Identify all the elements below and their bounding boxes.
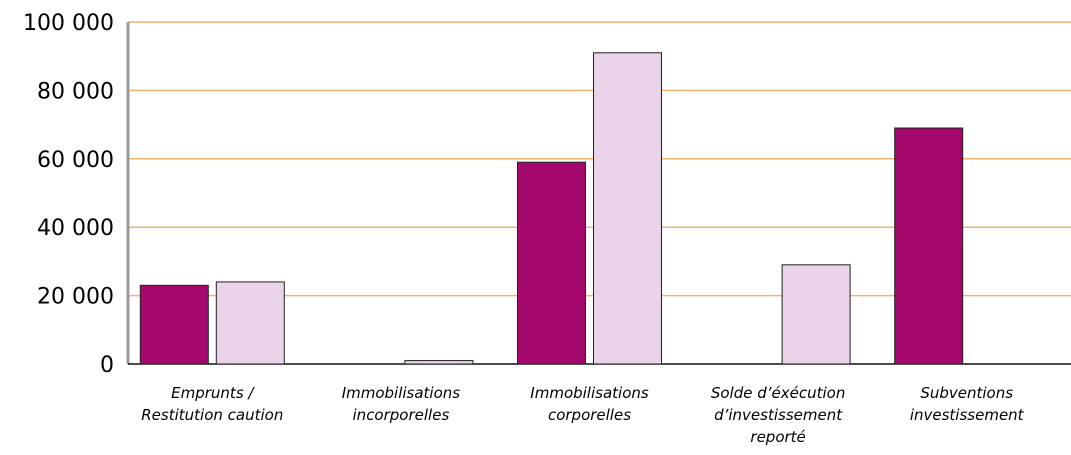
x-category-label-line: investissement xyxy=(910,406,1025,424)
x-category-label: Immobilisations incorporelles xyxy=(342,384,461,424)
x-category-label-line: Immobilisations xyxy=(342,384,461,402)
bar-series-1-cat-3 xyxy=(517,161,586,365)
y-tick-label: 0 xyxy=(100,353,114,378)
x-category-label-line: Immobilisations xyxy=(530,384,649,402)
y-tick-label: 40 000 xyxy=(37,216,114,241)
x-category-label-line: Subventions xyxy=(920,384,1013,402)
bars xyxy=(139,52,964,365)
x-category-label-line: Solde d’éxécution xyxy=(711,384,846,402)
x-category-label-line: corporelles xyxy=(548,406,631,424)
y-tick-label: 60 000 xyxy=(37,148,114,173)
x-category-label: Immobilisations corporelles xyxy=(530,384,649,424)
bar-series-2-cat-4 xyxy=(781,264,851,365)
y-tick-label: 80 000 xyxy=(37,79,114,104)
y-axis-ticks: 0 20 000 40 000 60 000 80 000 100 000 xyxy=(23,11,114,378)
x-category-label-line: Emprunts / xyxy=(171,384,255,402)
bar-series-1-cat-1 xyxy=(139,284,209,365)
x-category-label-line: reporté xyxy=(750,428,805,446)
x-category-label: Emprunts / Restitution caution xyxy=(141,384,283,424)
x-category-label-line: Restitution caution xyxy=(141,406,283,424)
x-category-label-line: incorporelles xyxy=(353,406,450,424)
y-tick-label: 100 000 xyxy=(23,11,114,36)
bar-series-1-cat-5 xyxy=(894,127,964,365)
x-category-label: Solde d’éxécution d’investissement reporté xyxy=(711,384,846,446)
x-category-label-line: d’investissement xyxy=(714,406,843,424)
x-axis-category-labels: Emprunts / Restitution caution Immobilisat… xyxy=(141,384,1024,446)
bar-series-2-cat-2 xyxy=(404,360,474,365)
y-tick-label: 20 000 xyxy=(37,285,114,310)
x-category-label: Subventions investissement xyxy=(910,384,1025,424)
bar-series-2-cat-3 xyxy=(593,52,662,365)
bar-series-2-cat-1 xyxy=(215,281,285,365)
